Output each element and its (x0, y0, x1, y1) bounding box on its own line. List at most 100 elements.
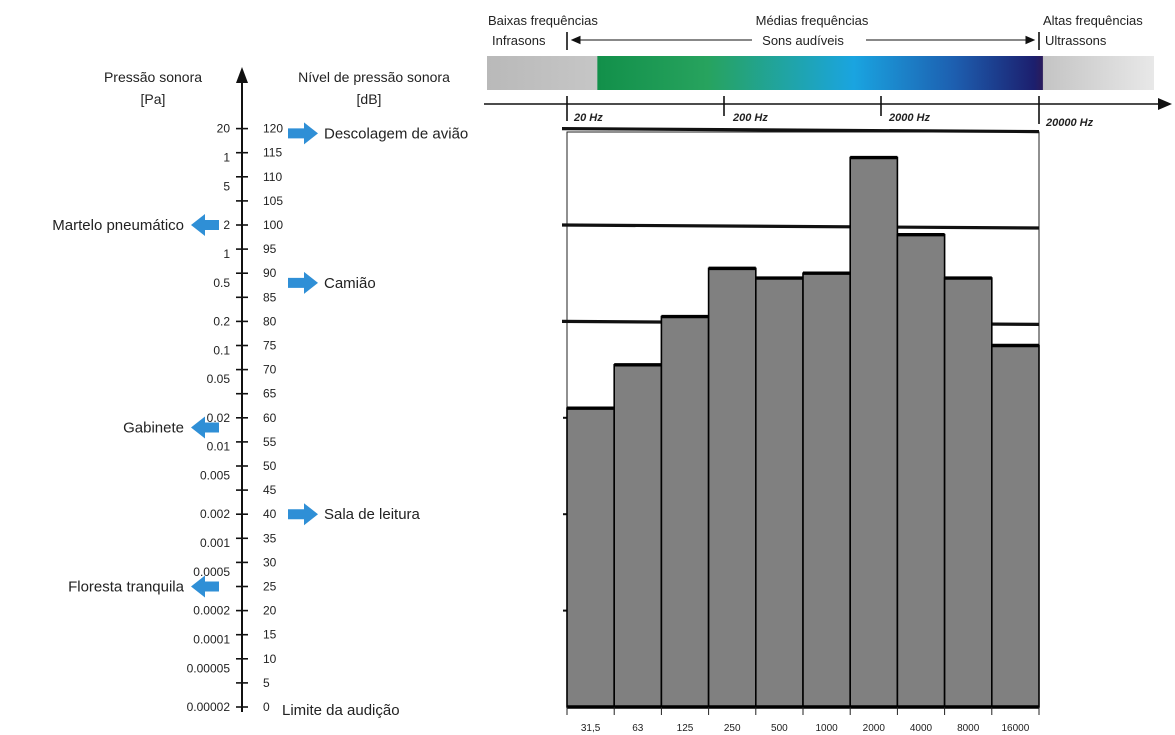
annotation: Gabinete (123, 416, 219, 439)
db-tick-label: 25 (263, 580, 277, 594)
bar (566, 407, 616, 708)
bar (802, 272, 852, 708)
annotation-label: Martelo pneumático (52, 217, 184, 234)
annotations: Descolagem de avião Martelo pneumático Cam… (52, 122, 468, 719)
db-tick-label: 45 (263, 483, 277, 497)
x-tick-label: 2000 (863, 723, 886, 734)
annotation-label: Floresta tranquila (68, 579, 185, 596)
pressure-tick-label: 0.00002 (187, 700, 231, 714)
frequency-spectrum-bar (487, 56, 1154, 90)
x-tick-label: 500 (771, 723, 788, 734)
bar (943, 277, 993, 708)
pressure-tick-label: 0.01 (207, 440, 231, 454)
db-tick-label: 50 (263, 459, 277, 473)
annotation-label: Sala de leitura (324, 506, 421, 523)
pressure-tick-label: 0.1 (213, 343, 230, 357)
db-tick-label: 20 (263, 604, 277, 618)
high-band-subtitle: Ultrassons (1045, 33, 1107, 48)
x-tick-label: 250 (724, 723, 741, 734)
pressure-tick-label: 2 (223, 218, 230, 232)
db-tick-label: 105 (263, 194, 283, 208)
mid-band-title: Médias frequências (756, 13, 869, 28)
pressure-tick-label: 0.002 (200, 507, 230, 521)
x-axis-labels: 31,5 63 125 250 500 1000 2000 4000 8000 16000 (581, 723, 1030, 734)
frequency-axis-ticks (566, 96, 1040, 124)
x-axis-ticks (566, 707, 1040, 715)
db-axis-title: Nível de pressão sonora (298, 69, 450, 85)
bar (849, 156, 899, 708)
pressure-tick-label: 0.2 (213, 314, 230, 328)
x-tick-label: 31,5 (581, 723, 601, 734)
low-band-title: Baixas frequências (488, 13, 598, 28)
pressure-tick-label: 20 (217, 122, 231, 136)
db-tick-label: 35 (263, 531, 277, 545)
pointer-arrow (191, 214, 219, 236)
bar (990, 344, 1040, 708)
db-tick-label: 85 (263, 290, 277, 304)
db-labels: 1201151101051009590858075706560555045403… (263, 122, 283, 714)
scale-axis-arrowhead (236, 67, 248, 83)
annotation-label: Gabinete (123, 419, 184, 436)
db-tick-label: 75 (263, 339, 277, 353)
db-tick-label: 55 (263, 435, 277, 449)
mid-band-subtitle: Sons audíveis (762, 33, 844, 48)
annotation-label: Descolagem de avião (324, 125, 468, 142)
x-tick-label: 8000 (957, 723, 980, 734)
pressure-tick-label: 0.001 (200, 536, 230, 550)
db-tick-label: 120 (263, 122, 283, 136)
db-tick-label: 110 (263, 170, 282, 184)
pointer-arrow (288, 503, 318, 526)
bar (707, 267, 757, 708)
annotation: Martelo pneumático (52, 214, 219, 236)
pressure-tick-label: 0.005 (200, 469, 230, 483)
db-tick-label: 90 (263, 266, 277, 280)
x-tick-label: 4000 (910, 723, 933, 734)
pointer-arrow (191, 575, 219, 598)
x-tick-label: 125 (677, 723, 694, 734)
annotation: Sala de leitura (288, 503, 421, 526)
frequency-label-200hz: 200 Hz (732, 112, 768, 124)
pointer-arrow (288, 271, 318, 294)
pressure-tick-label: 0.0002 (193, 604, 230, 618)
db-tick-label: 10 (263, 652, 277, 666)
pressure-tick-label: 1 (223, 151, 230, 165)
bar (613, 363, 663, 708)
db-tick-label: 65 (263, 387, 277, 401)
db-tick-label: 15 (263, 628, 277, 642)
pressure-tick-label: 0.00005 (187, 661, 231, 675)
pressure-scale: Pressão sonora [Pa] Nível de pressão son… (104, 67, 450, 714)
grid-line (561, 223, 1040, 230)
annotation: Floresta tranquila (68, 575, 219, 598)
annotation: Descolagem de avião (288, 122, 468, 145)
audible-range-arrow (570, 35, 1036, 45)
db-axis-unit: [dB] (357, 91, 382, 107)
annotation-label: Limite da audição (282, 702, 400, 719)
octave-band-chart: 31,5 63 125 250 500 1000 2000 4000 8000 16000 (561, 127, 1040, 734)
bar (660, 315, 710, 708)
bars (566, 155, 1040, 709)
pressure-tick-label: 0.0005 (193, 565, 230, 579)
db-tick-label: 5 (263, 676, 270, 690)
pressure-labels: 20 1 5 2 1 0.5 0.2 0.1 0.05 0.02 0.01 0.005 0.002 0.0… (187, 122, 231, 714)
annotation-label: Camião (324, 275, 376, 292)
pressure-tick-label: 0.0001 (193, 633, 230, 647)
db-tick-label: 0 (263, 700, 270, 714)
db-tick-label: 60 (263, 411, 277, 425)
annotation: Limite da audição (282, 702, 400, 719)
bar (754, 277, 804, 708)
scale-ticks (236, 127, 248, 708)
pressure-axis-unit: [Pa] (141, 91, 166, 107)
db-tick-label: 100 (263, 218, 283, 232)
bar (896, 233, 946, 708)
db-tick-label: 95 (263, 242, 277, 256)
x-tick-label: 1000 (815, 723, 838, 734)
pressure-tick-label: 1 (223, 247, 230, 261)
grid-line (561, 127, 1040, 134)
x-tick-label: 63 (632, 723, 644, 734)
pointer-arrow (288, 122, 318, 145)
frequency-label-2000hz: 2000 Hz (888, 112, 930, 124)
frequency-label-20hz: 20 Hz (573, 112, 603, 124)
frequency-band-header: Baixas frequências Médias frequências Al… (484, 13, 1172, 129)
db-tick-label: 80 (263, 314, 277, 328)
